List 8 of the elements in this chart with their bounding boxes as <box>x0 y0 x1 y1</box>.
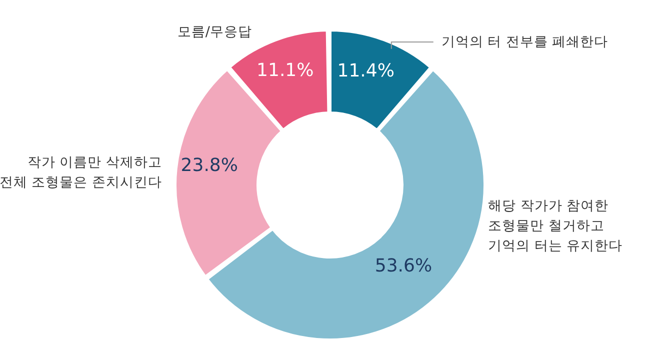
slice-label: 해당 작가가 참여한 조형물만 철거하고 기억의 터는 유지한다 <box>488 198 623 254</box>
data-label: 23.8% <box>180 155 238 176</box>
slice-label: 모름/무응답 <box>177 24 252 40</box>
data-label: 53.6% <box>374 256 432 277</box>
slice-label: 기억의 터 전부를 폐쇄한다 <box>441 34 608 50</box>
data-label: 11.1% <box>256 60 314 82</box>
data-label: 11.4% <box>337 60 394 82</box>
slice-label: 작가 이름만 삭제하고 전체 조형물은 존치시킨다 <box>0 154 162 190</box>
